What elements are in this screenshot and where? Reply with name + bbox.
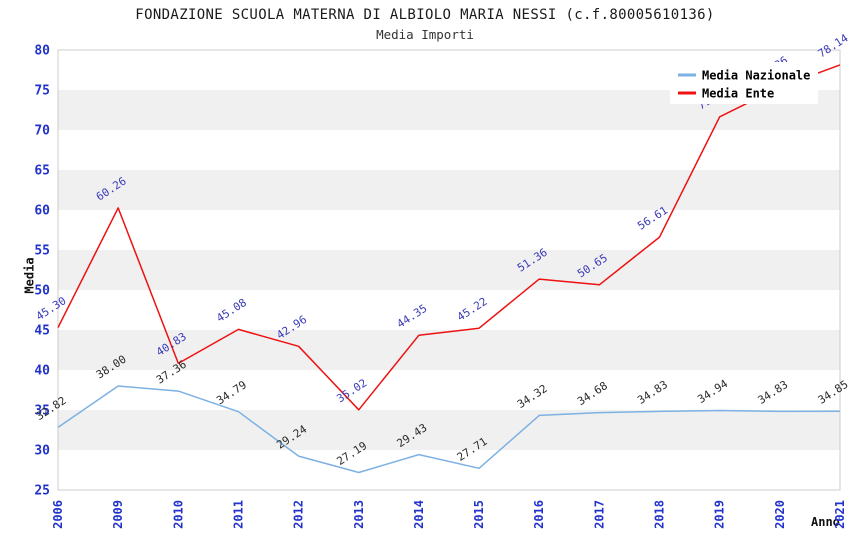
x-tick-label: 2016	[532, 500, 546, 529]
series-line-media-ente	[57, 64, 841, 411]
chart-title: FONDAZIONE SCUOLA MATERNA DI ALBIOLO MAR…	[135, 7, 715, 23]
x-tick-label: 2006	[51, 500, 65, 529]
y-tick-label: 55	[34, 244, 50, 259]
grid-band	[58, 330, 840, 370]
y-tick-label: 80	[34, 44, 50, 59]
x-axis-title: Anno	[811, 515, 840, 529]
y-tick-label: 50	[34, 284, 50, 299]
y-tick-label: 25	[34, 484, 50, 499]
x-tick-label: 2020	[773, 500, 787, 529]
chart-subtitle: Media Importi	[376, 27, 474, 42]
x-tick-label: 2012	[292, 500, 306, 529]
y-tick-label: 70	[34, 124, 50, 139]
x-tick-label: 2017	[592, 500, 606, 529]
x-tick-label: 2014	[412, 500, 426, 529]
grid-band	[58, 250, 840, 290]
x-tick-label: 2019	[713, 500, 727, 529]
grid-band	[58, 290, 840, 330]
series-line-media-nazionale	[57, 385, 841, 474]
plot-border	[57, 49, 841, 491]
x-tick-label: 2021	[833, 500, 847, 529]
grid-band	[58, 370, 840, 410]
y-tick-label: 45	[34, 324, 50, 339]
y-tick-label: 60	[34, 204, 50, 219]
grid-band	[58, 170, 840, 210]
legend-box	[670, 62, 818, 104]
y-tick-label: 65	[34, 164, 50, 179]
x-tick-label: 2009	[111, 500, 125, 529]
legend-label-media-nazionale: Media Nazionale	[702, 69, 810, 83]
x-tick-label: 2018	[653, 500, 667, 529]
grid-band	[58, 210, 840, 250]
grid-band	[58, 130, 840, 170]
x-tick-label: 2013	[352, 500, 366, 529]
grid-band	[58, 450, 840, 490]
y-tick-label: 75	[34, 84, 50, 99]
grid-band	[58, 410, 840, 450]
y-tick-label: 35	[34, 404, 50, 419]
x-tick-label: 2010	[171, 500, 185, 529]
x-tick-label: 2015	[472, 500, 486, 529]
y-tick-label: 30	[34, 444, 50, 459]
legend-label-media-ente: Media Ente	[702, 87, 774, 101]
x-tick-label: 2011	[231, 500, 245, 529]
y-tick-label: 40	[34, 364, 50, 379]
